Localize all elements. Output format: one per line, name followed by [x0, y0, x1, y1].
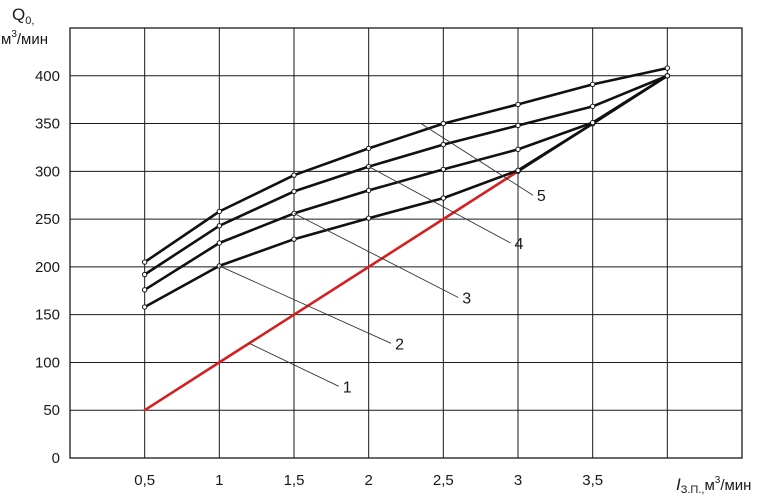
plot-frame: [69, 27, 743, 459]
y-tick-label: 50: [43, 402, 60, 419]
data-point: [515, 122, 521, 129]
series-group: [143, 66, 669, 412]
data-point: [141, 259, 148, 265]
data-point: [216, 208, 223, 215]
x-tick-label: 0,5: [134, 472, 155, 489]
data-point: [440, 195, 447, 201]
y-tick-label: 200: [35, 259, 60, 276]
leader-line: [249, 342, 339, 387]
x-axis-title-unit: м: [704, 477, 714, 494]
x-tick-label: 1: [215, 472, 223, 489]
data-point: [440, 166, 447, 173]
x-tick-labels: 0,5 1 1,5 2 2,5 3 3,5: [134, 472, 603, 489]
leader-line: [420, 123, 534, 196]
x-tick-label: 2: [364, 472, 372, 489]
data-point: [589, 103, 596, 110]
data-point: [440, 120, 447, 127]
data-point: [141, 304, 148, 310]
y-tick-label: 350: [35, 116, 60, 133]
point-markers: [141, 65, 671, 310]
y-tick-label: 250: [35, 211, 60, 228]
data-point: [291, 172, 297, 178]
curve-label-4: 4: [515, 236, 524, 253]
curve-label-5: 5: [537, 188, 546, 205]
data-point: [515, 146, 521, 153]
data-point: [365, 145, 372, 152]
data-point: [515, 101, 521, 108]
data-point: [216, 263, 223, 269]
y-tick-label: 400: [35, 68, 60, 85]
y-tick-label: 300: [35, 163, 60, 180]
y-axis-title-main: Q: [12, 5, 25, 24]
y-axis-title-sub: 0,: [25, 15, 34, 27]
data-point: [589, 119, 596, 126]
data-point: [216, 240, 223, 246]
x-axis-title-main: I: [676, 475, 681, 494]
data-point: [291, 188, 297, 195]
y-tick-label: 100: [35, 354, 60, 371]
y-axis-title: Q0, м3/мин: [1, 5, 48, 48]
curve-annotations: 1 2 3 4 5: [219, 123, 546, 396]
data-point: [141, 287, 148, 293]
data-point: [664, 73, 671, 79]
leader-line: [368, 166, 511, 244]
leader-line: [219, 265, 392, 344]
x-tick-label: 3: [514, 472, 522, 489]
data-point: [515, 167, 521, 174]
y-axis-title-unit: м: [1, 31, 11, 48]
curve-label-1: 1: [343, 379, 352, 396]
x-axis-title-sup: 3: [715, 475, 721, 486]
y-axis-title-rest: /мин: [17, 31, 48, 48]
data-point: [365, 163, 372, 170]
series-line-4: [143, 74, 669, 276]
series-line-5: [143, 66, 669, 264]
chart-grid: [70, 28, 742, 458]
y-tick-labels: 0 50 100 150 200 250 300 350 400: [35, 68, 60, 467]
curve-label-2: 2: [395, 336, 404, 353]
data-point: [216, 223, 223, 229]
leader-line: [293, 212, 459, 298]
data-point: [589, 81, 596, 88]
series-line-3: [143, 74, 669, 292]
data-point: [141, 271, 148, 278]
series-line-2: [143, 74, 669, 309]
x-axis-title: IЗ.П.,м3/мин: [676, 475, 751, 496]
data-point: [291, 236, 297, 242]
data-point: [664, 65, 671, 71]
series-line-1: [143, 170, 520, 412]
x-axis-title-sub: З.П.,: [681, 484, 705, 496]
y-tick-label: 0: [52, 450, 60, 467]
data-point: [365, 215, 372, 221]
x-tick-label: 1,5: [284, 472, 305, 489]
curve-label-3: 3: [462, 290, 471, 307]
y-tick-label: 150: [35, 307, 60, 324]
x-tick-label: 2,5: [433, 472, 454, 489]
data-point: [440, 141, 447, 148]
data-point: [365, 187, 372, 194]
y-axis-title-sup: 3: [11, 29, 17, 40]
x-tick-label: 3,5: [582, 472, 603, 489]
x-axis-title-rest: /мин: [720, 477, 751, 494]
